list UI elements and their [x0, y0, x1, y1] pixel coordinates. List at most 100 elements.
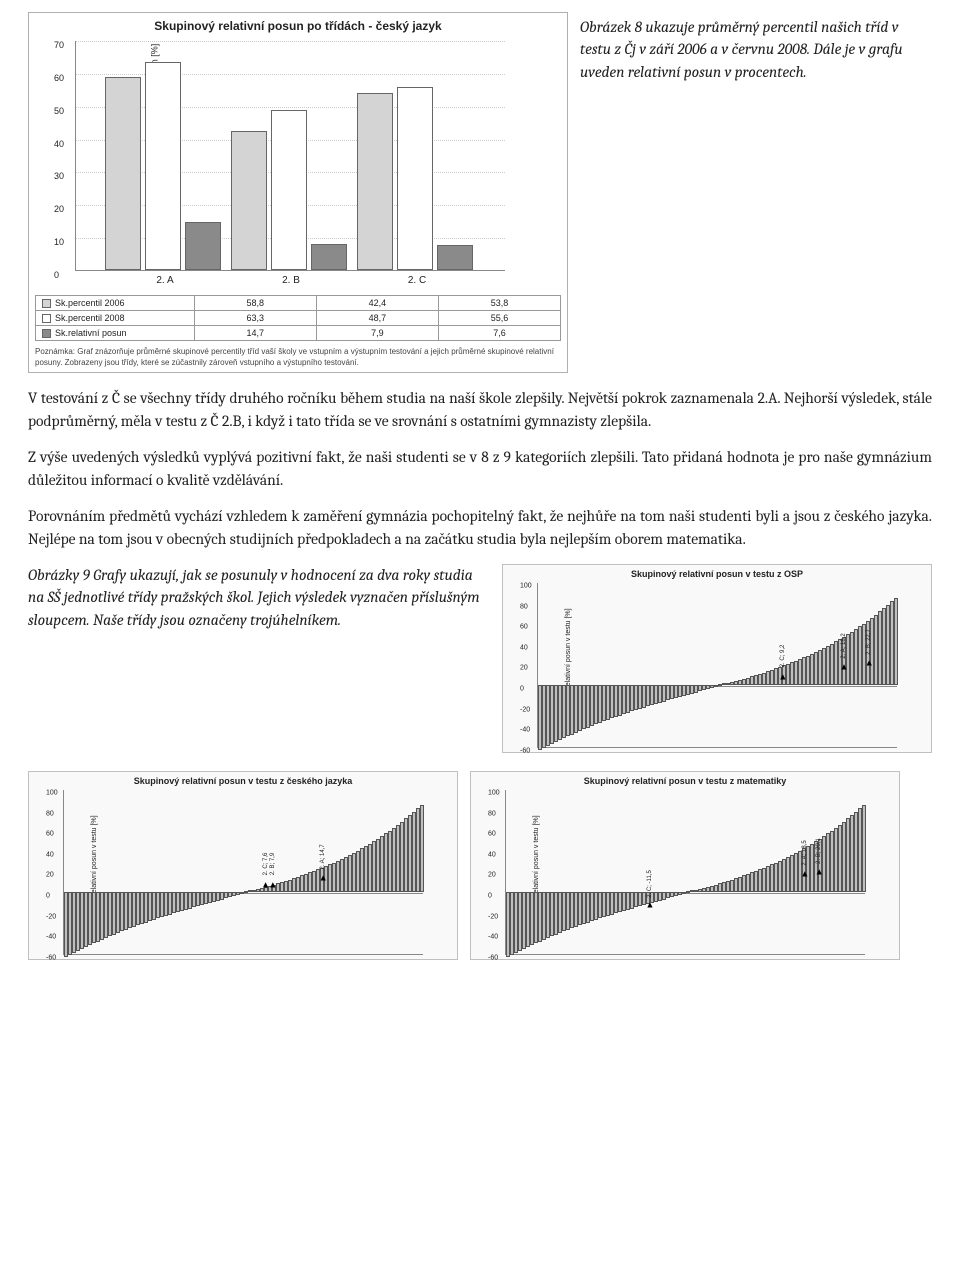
bar-group [357, 87, 473, 270]
legend-label: Sk.percentil 2008 [55, 313, 125, 323]
y-tick: 50 [54, 106, 64, 116]
y-tick: 100 [46, 789, 58, 796]
bar [311, 244, 347, 270]
gridline [76, 41, 505, 42]
y-tick: 100 [488, 789, 500, 796]
y-tick: -60 [488, 954, 498, 961]
class-marker-icon: ▲ [319, 872, 328, 883]
figure9-caption: Obrázky 9 Grafy ukazují, jak se posunuly… [28, 564, 490, 631]
row-cj-mat: Skupinový relativní posun v testu z česk… [28, 771, 932, 960]
y-tick: 0 [46, 893, 50, 900]
class-marker-label: 2. B; 22,7 [866, 629, 872, 655]
top-row: Skupinový relativní posun po třídách - č… [28, 12, 932, 373]
y-tick: 60 [54, 73, 64, 83]
y-tick: 80 [46, 810, 54, 817]
bar [231, 131, 267, 270]
paragraph-1: V testování z Č se všechny třídy druhého… [28, 387, 932, 432]
small-chart-title: Skupinový relativní posun v testu z OSP [507, 569, 927, 579]
bar [437, 245, 473, 270]
class-marker-label: 2. A; 14,7 [320, 844, 326, 869]
class-marker-label: 2. A; 18,2 [841, 634, 847, 659]
y-tick: 40 [520, 644, 528, 651]
y-tick: -60 [46, 954, 56, 961]
class-marker-icon: ▲ [815, 867, 824, 878]
class-marker-label: 2. C; 9,2 [780, 644, 786, 667]
y-tick: 60 [46, 831, 54, 838]
main-bar-chart: průměrný sk. percentil / průměrný sk. re… [75, 41, 561, 271]
y-tick: -40 [46, 934, 56, 941]
legend-swatch [42, 329, 51, 338]
y-tick: 60 [488, 831, 496, 838]
class-marker-label: 2. C; 7,6 [263, 853, 269, 876]
y-tick: -20 [520, 706, 530, 713]
class-marker-label: 2. A; 18,5 [802, 840, 808, 865]
y-tick: 0 [54, 270, 59, 280]
y-tick: 80 [488, 810, 496, 817]
bar [357, 93, 393, 270]
category-label: 2. C [408, 275, 426, 286]
y-tick: 20 [54, 204, 64, 214]
small-chart-cj: Skupinový relativní posun v testu z česk… [28, 771, 458, 960]
table-cell: 63,3 [194, 311, 316, 326]
bar-group [231, 110, 347, 270]
table-cell: 42,4 [316, 296, 438, 311]
y-tick: -40 [488, 934, 498, 941]
y-tick: 60 [520, 624, 528, 631]
y-tick: 20 [520, 665, 528, 672]
table-cell: 53,8 [438, 296, 560, 311]
y-tick: 0 [488, 893, 492, 900]
table-cell: 7,9 [316, 326, 438, 341]
y-tick: -60 [520, 747, 530, 754]
table-cell: 55,6 [438, 311, 560, 326]
table-cell: 7,6 [438, 326, 560, 341]
bar [397, 87, 433, 270]
y-tick: 40 [46, 851, 54, 858]
y-tick: 20 [488, 872, 496, 879]
y-tick: 20 [46, 872, 54, 879]
chart-note: Poznámka: Graf znázorňuje průměrné skupi… [35, 347, 561, 368]
row-caption9-osp: Obrázky 9 Grafy ukazují, jak se posunuly… [28, 564, 932, 753]
class-marker-label: 2. C; -11,5 [647, 870, 653, 898]
legend-swatch [42, 314, 51, 323]
paragraph-2: Z výše uvedených výsledků vyplývá poziti… [28, 446, 932, 491]
y-tick: 100 [520, 582, 532, 589]
y-tick: 30 [54, 171, 64, 181]
small-chart-mat: Skupinový relativní posun v testu z mate… [470, 771, 900, 960]
bar [105, 77, 141, 270]
legend-label: Sk.percentil 2006 [55, 298, 125, 308]
bar-group [105, 62, 221, 270]
class-marker-icon: ▲ [646, 899, 655, 910]
small-bar [862, 805, 866, 893]
y-tick: 10 [54, 237, 64, 247]
main-chart-title: Skupinový relativní posun po třídách - č… [35, 19, 561, 33]
y-tick: 40 [488, 851, 496, 858]
y-tick: 0 [520, 686, 524, 693]
y-tick: 40 [54, 139, 64, 149]
small-chart-title: Skupinový relativní posun v testu z česk… [33, 776, 453, 786]
y-tick: -20 [46, 913, 56, 920]
y-tick: 70 [54, 40, 64, 50]
small-chart-title: Skupinový relativní posun v testu z mate… [475, 776, 895, 786]
main-data-table: Sk.percentil 200658,842,453,8Sk.percenti… [35, 295, 561, 341]
small-bar [420, 805, 424, 893]
class-marker-label: 2. B; 7,9 [270, 853, 276, 875]
bar [145, 62, 181, 270]
table-cell: 48,7 [316, 311, 438, 326]
class-marker-icon: ▲ [840, 662, 849, 673]
category-label: 2. B [282, 275, 300, 286]
bar [271, 110, 307, 270]
legend-swatch [42, 299, 51, 308]
class-marker-icon: ▲ [865, 657, 874, 668]
class-marker-icon: ▲ [268, 879, 277, 890]
y-tick: -20 [488, 913, 498, 920]
class-marker-icon: ▲ [778, 671, 787, 682]
small-chart-osp: Skupinový relativní posun v testu z OSPs… [502, 564, 932, 753]
main-chart-box: Skupinový relativní posun po třídách - č… [28, 12, 568, 373]
small-bar [894, 598, 898, 686]
legend-label: Sk.relativní posun [55, 328, 127, 338]
class-marker-label: 2. B; 20,1 [816, 839, 822, 865]
y-tick: -40 [520, 727, 530, 734]
class-marker-icon: ▲ [800, 869, 809, 880]
category-label: 2. A [156, 275, 173, 286]
y-tick: 80 [520, 603, 528, 610]
